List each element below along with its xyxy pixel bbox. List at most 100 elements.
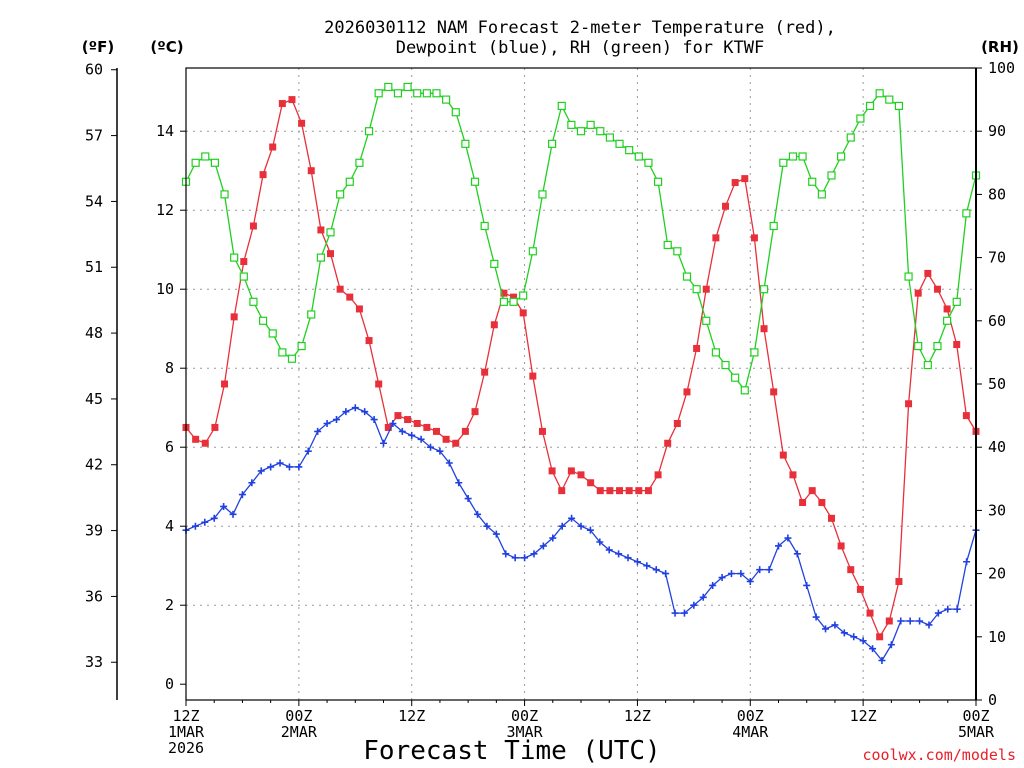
rh-point	[923, 360, 932, 370]
temperature-point	[404, 416, 412, 424]
temperature-point	[221, 380, 229, 388]
temperature-point	[847, 566, 855, 574]
rh-point	[788, 152, 798, 161]
x-tick-label: 3MAR	[507, 723, 544, 741]
dewpoint-point	[464, 495, 472, 503]
temperature-point	[779, 451, 787, 459]
rh-point	[336, 190, 345, 199]
temperature-point	[558, 487, 566, 495]
x-axis-label: Forecast Time (UTC)	[363, 736, 660, 766]
rh-point	[499, 297, 509, 306]
temperature-point	[818, 499, 826, 506]
rh-point	[470, 177, 480, 186]
rh-tick-label: 80	[988, 185, 1006, 203]
rh-point	[297, 341, 306, 351]
rh-tick-label: 100	[988, 59, 1015, 77]
rh-point	[220, 190, 229, 199]
temperature-point	[394, 412, 402, 420]
rh-point	[403, 82, 412, 92]
rh-point	[846, 133, 855, 142]
rh-point	[817, 190, 826, 199]
rh-point	[692, 285, 701, 294]
dewpoint-point	[492, 530, 500, 538]
source-credit: coolwx.com/models	[862, 746, 1016, 764]
rh-point	[249, 297, 258, 306]
dewpoint-point	[511, 554, 519, 562]
temperature-point	[693, 344, 701, 352]
rh-tick-label: 40	[988, 438, 1006, 456]
rh-point	[461, 139, 470, 148]
dewpoint-point	[558, 522, 566, 530]
temperature-point	[538, 427, 546, 435]
x-tick-label: 4MAR	[732, 723, 769, 741]
x-tick-label: 2026	[168, 739, 204, 757]
series-layer	[181, 82, 981, 664]
rh-point	[316, 253, 325, 262]
dewpoint-point	[850, 633, 858, 641]
dewpoint-point	[699, 593, 707, 601]
temperature-point	[577, 471, 585, 479]
dewpoint-point	[775, 542, 782, 550]
dewpoint-point	[201, 518, 209, 526]
dewpoint-point	[916, 617, 924, 625]
celsius-tick-label: 4	[165, 517, 174, 535]
dewpoint-point	[370, 416, 378, 424]
temperature-point	[529, 372, 537, 380]
temperature-point	[683, 388, 691, 396]
temperature-point	[298, 119, 306, 127]
x-tick-label: 00Z	[511, 707, 538, 725]
rh-point	[191, 158, 200, 167]
rh-point	[567, 120, 576, 129]
unit-label-fahrenheit: (ºF)	[82, 38, 114, 56]
temperature-point	[375, 380, 383, 388]
rh-point	[239, 272, 248, 281]
rh-point	[885, 95, 894, 104]
rh-point	[740, 386, 749, 395]
x-tick-label: 00Z	[962, 707, 989, 725]
temperature-point	[201, 439, 209, 447]
dewpoint-point	[314, 427, 322, 435]
temperature-point	[827, 514, 835, 522]
dewpoint-line	[185, 406, 977, 662]
celsius-tick-label: 12	[156, 201, 174, 219]
rh-point	[663, 240, 672, 250]
temperature-point	[346, 293, 354, 301]
dewpoint-point	[285, 463, 293, 471]
rh-point	[682, 272, 692, 281]
temperature-point	[673, 420, 681, 427]
dewpoint-point	[615, 550, 623, 558]
temperature-point	[211, 423, 219, 431]
rh-point	[509, 297, 518, 306]
rh-point	[894, 101, 904, 111]
dewpoint-point	[276, 459, 284, 467]
dewpoint-point	[746, 578, 754, 585]
dewpoint-point	[944, 605, 952, 613]
rh-point	[711, 348, 720, 357]
temperature-point	[712, 234, 720, 242]
temperature-point	[914, 289, 922, 297]
rh-point	[374, 89, 383, 98]
rh-point	[258, 316, 268, 325]
dewpoint-point	[417, 435, 425, 443]
rh-point	[210, 158, 220, 167]
temperature-point	[461, 427, 469, 435]
dewpoint-point	[812, 613, 820, 621]
dewpoint-point	[633, 558, 641, 566]
rh-point	[644, 158, 653, 167]
dewpoint-point	[934, 609, 942, 617]
temperature-point	[895, 578, 903, 585]
dewpoint-point	[436, 447, 444, 455]
temperature-point	[192, 435, 200, 443]
dewpoint-point	[671, 609, 679, 617]
dewpoint-point	[586, 526, 594, 534]
rh-point	[865, 101, 875, 111]
temperature-point	[789, 471, 797, 479]
rh-point	[451, 108, 460, 117]
rh-point	[952, 297, 961, 306]
dewpoint-point	[765, 566, 773, 574]
dewpoint-point	[831, 621, 839, 629]
dewpoint-point	[568, 514, 576, 522]
rh-point	[653, 177, 663, 186]
dewpoint-point	[295, 463, 303, 471]
